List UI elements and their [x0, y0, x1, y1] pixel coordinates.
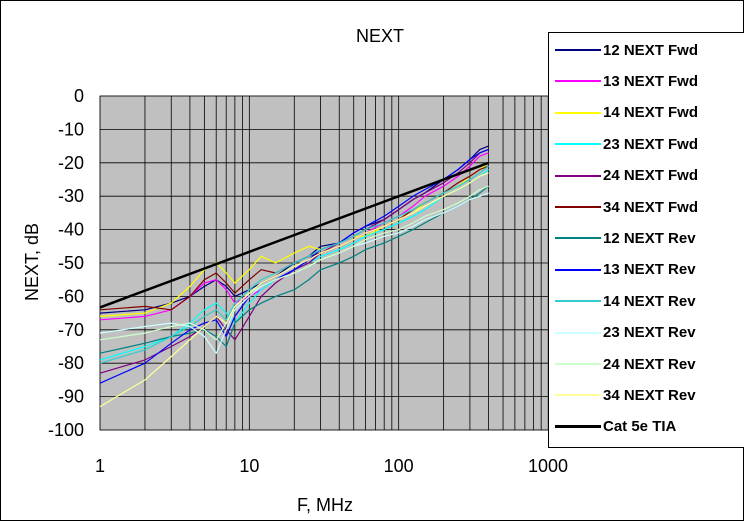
y-tick-label: 0	[74, 86, 84, 106]
legend-entry: 23 NEXT Fwd	[555, 133, 698, 155]
x-tick-label: 10	[239, 456, 259, 476]
legend-label: 14 NEXT Rev	[603, 292, 696, 310]
legend-entry: 13 NEXT Rev	[555, 259, 696, 281]
legend-entry: 24 NEXT Fwd	[555, 165, 698, 187]
legend-entry: 14 NEXT Fwd	[555, 102, 698, 124]
series-line-12	[99, 161, 490, 309]
chart-title: NEXT	[356, 26, 404, 46]
legend-swatch	[555, 111, 601, 114]
y-axis-label: NEXT, dB	[22, 223, 42, 301]
x-tick-label: 1000	[528, 456, 568, 476]
legend-label: 23 NEXT Rev	[603, 324, 696, 342]
legend-entry: 34 NEXT Rev	[555, 384, 696, 406]
legend-swatch	[555, 143, 601, 146]
legend-label: 12 NEXT Fwd	[603, 41, 699, 59]
y-tick-label: -80	[58, 353, 84, 373]
series-line-8	[99, 165, 489, 364]
series-line-10	[99, 185, 489, 341]
legend-label: 12 NEXT Rev	[603, 229, 696, 247]
y-tick-label: -10	[58, 119, 84, 139]
legend-label: 23 NEXT Fwd	[603, 135, 699, 153]
legend-label: 13 NEXT Rev	[603, 261, 696, 279]
legend-swatch	[555, 331, 601, 334]
legend-entry: Cat 5e TIA	[555, 416, 676, 438]
legend-label: 24 NEXT Fwd	[603, 167, 699, 185]
legend-swatch	[555, 394, 601, 397]
legend-swatch	[555, 300, 601, 303]
legend-label: 34 NEXT Rev	[603, 386, 696, 404]
y-tick-label: -20	[58, 153, 84, 173]
legend-entry: 24 NEXT Rev	[555, 353, 696, 375]
y-tick-label: -40	[58, 220, 84, 240]
legend-label: 34 NEXT Fwd	[603, 198, 699, 216]
legend-entry: 13 NEXT Fwd	[555, 70, 698, 92]
legend-swatch	[555, 206, 601, 208]
legend-entry: 34 NEXT Fwd	[555, 196, 698, 218]
legend-entry: 14 NEXT Rev	[555, 290, 696, 312]
series-line-11	[99, 172, 489, 408]
x-tick-label: 1	[95, 456, 105, 476]
legend-swatch	[555, 174, 601, 177]
x-axis-label: F, MHz	[297, 495, 353, 515]
legend-label: Cat 5e TIA	[603, 418, 677, 436]
legend-label: 24 NEXT Rev	[603, 355, 696, 373]
legend: 12 NEXT Fwd 13 NEXT Fwd 14 NEXT Fwd 23 NEXT…	[548, 32, 744, 448]
y-tick-label: -30	[58, 186, 84, 206]
legend-swatch	[555, 237, 601, 240]
legend-label: 13 NEXT Fwd	[603, 72, 699, 90]
legend-label: 14 NEXT Fwd	[603, 104, 699, 122]
legend-entry: 23 NEXT Rev	[555, 322, 696, 344]
legend-swatch	[555, 49, 601, 51]
legend-entry: 12 NEXT Rev	[555, 227, 696, 249]
y-tick-label: -50	[58, 253, 84, 273]
legend-swatch	[555, 80, 601, 83]
legend-swatch	[555, 268, 601, 271]
x-tick-label: 100	[384, 456, 414, 476]
y-tick-label: -100	[48, 420, 84, 440]
y-tick-label: -70	[58, 320, 84, 340]
legend-swatch	[555, 363, 601, 365]
legend-swatch	[555, 425, 601, 429]
legend-entry: 12 NEXT Fwd	[555, 39, 698, 61]
y-tick-label: -60	[58, 286, 84, 306]
y-tick-label: -90	[58, 387, 84, 407]
